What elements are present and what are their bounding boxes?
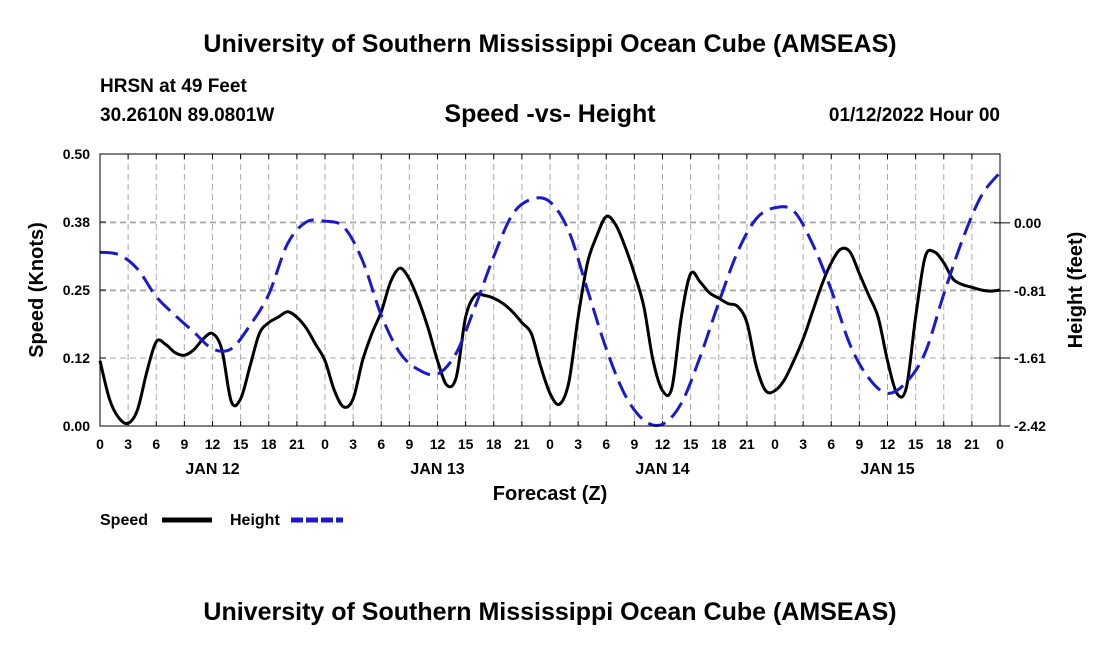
y-axis-title: Speed (Knots) [26,222,48,358]
series-lines [98,171,1002,428]
x-tick-label: 12 [880,436,896,452]
station-label: HRSN at 49 Feet [100,76,247,97]
y-right-tick-label: -0.81 [1014,283,1046,299]
plot-frame [99,153,1001,427]
x-tick-label: 0 [996,436,1004,452]
y-right-tick-label: -2.42 [1014,418,1046,434]
x-tick-label: 9 [855,436,863,452]
forecast-datetime: 01/12/2022 Hour 00 [828,105,1000,126]
legend-label-height: Height [230,512,280,529]
x-tick-label: 21 [739,436,755,452]
coordinates-label: 30.2610N 89.0801W [100,105,275,126]
x-tick-label: 3 [574,436,582,452]
x-tick-label: 9 [630,436,638,452]
day-label: JAN 14 [635,461,689,478]
x-tick-label: 6 [602,436,610,452]
x-tick-label: 3 [799,436,807,452]
x-tick-label: 15 [458,436,474,452]
x-tick-label: 0 [321,436,329,452]
day-label: JAN 15 [860,461,914,478]
x-tick-label: 15 [233,436,249,452]
y-tick-label: 0.00 [63,418,90,434]
x-tick-label: 12 [430,436,446,452]
x-tick-label: 18 [711,436,727,452]
x-tick-label: 0 [546,436,554,452]
x-tick-label: 21 [964,436,980,452]
x-tick-label: 3 [349,436,357,452]
axis-ticks [99,153,1010,427]
y-axis-right-title: Height (feet) [1065,232,1087,349]
series-line-speed [98,214,1001,426]
x-tick-label: 0 [96,436,104,452]
x-tick-label: 0 [771,436,779,452]
day-label: JAN 13 [410,461,464,478]
y-tick-label: 0.25 [63,282,90,298]
x-tick-label: 6 [152,436,160,452]
legend: Speed Height [100,512,343,529]
x-tick-label: 3 [124,436,132,452]
x-tick-label: 9 [405,436,413,452]
y-right-tick-label: -1.61 [1014,350,1046,366]
series-line-height [99,171,1002,428]
legend-label-speed: Speed [100,512,148,529]
x-tick-label: 6 [827,436,835,452]
x-tick-label: 9 [180,436,188,452]
chart-subtitle: Speed -vs- Height [444,100,656,128]
x-tick-label: 21 [289,436,305,452]
chart-title: University of Southern Mississippi Ocean… [203,30,897,58]
x-tick-label: 6 [377,436,385,452]
x-tick-label: 12 [655,436,671,452]
x-axis-title: Forecast (Z) [493,483,607,505]
x-tick-label: 18 [486,436,502,452]
tick-labels: 0 3 6 9 12 15 18 21 0 3 6 9 12 15 18 21 0 3 6 9 12 15 18 21 0 3 6 9… [63,146,1046,478]
y-tick-label: 0.12 [63,350,90,366]
x-tick-label: 12 [205,436,221,452]
day-label: JAN 12 [185,461,239,478]
y-tick-label: 0.50 [63,146,90,162]
grid-lines [100,154,1000,426]
x-tick-label: 15 [908,436,924,452]
chart-title-bottom: University of Southern Mississippi Ocean… [203,598,897,626]
y-right-tick-label: 0.00 [1014,215,1041,231]
x-tick-label: 15 [683,436,699,452]
x-tick-label: 18 [261,436,277,452]
x-tick-label: 21 [514,436,530,452]
x-tick-label: 18 [936,436,952,452]
y-tick-label: 0.38 [63,214,90,230]
